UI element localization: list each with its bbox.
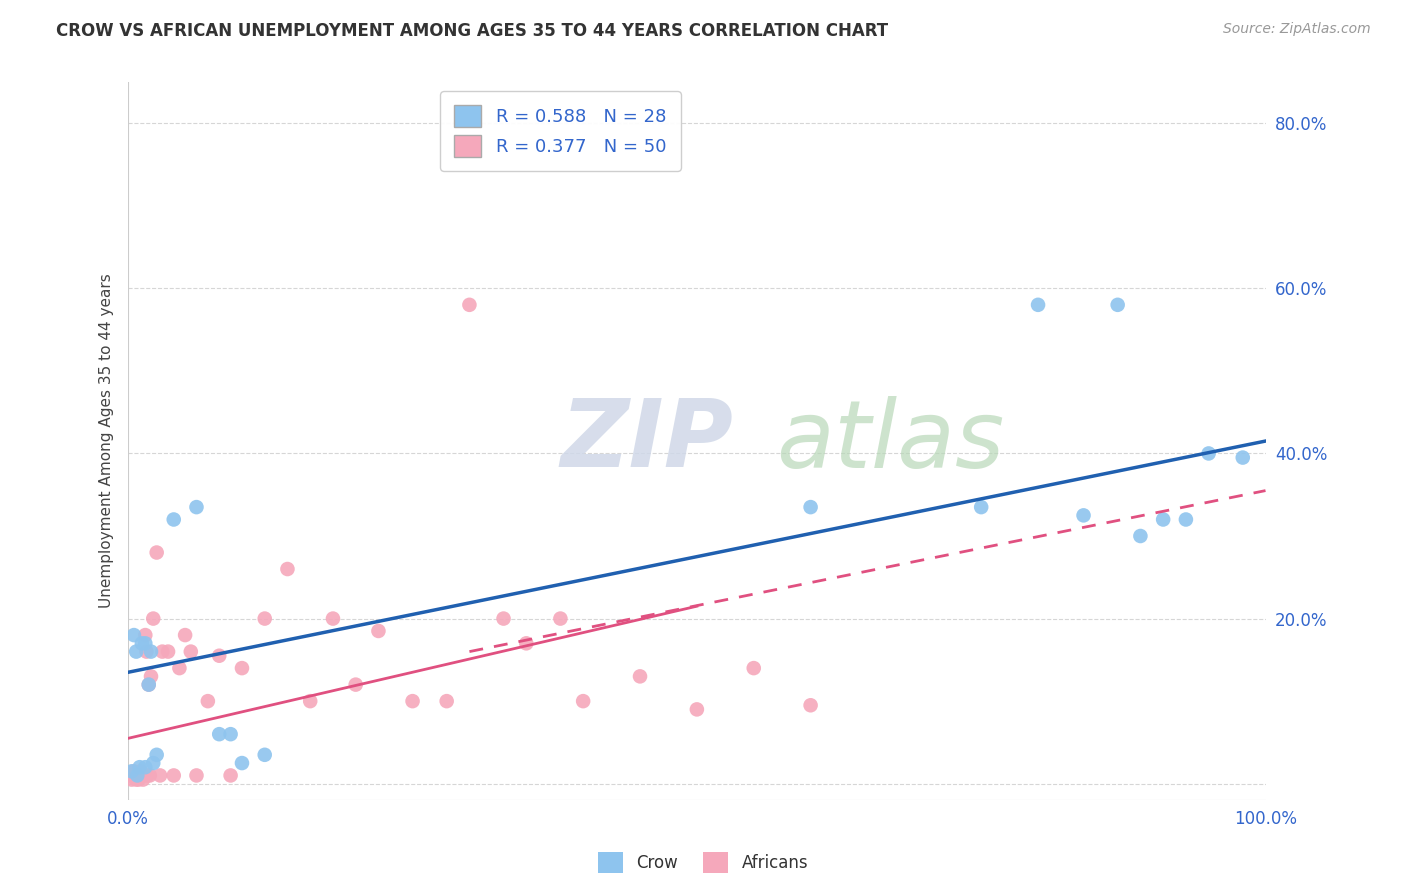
Point <box>135 644 157 658</box>
Point <box>163 768 186 782</box>
Point <box>136 768 159 782</box>
Point <box>1198 446 1220 460</box>
Point <box>134 628 156 642</box>
Point <box>458 298 481 312</box>
Point <box>129 764 152 779</box>
Y-axis label: Unemployment Among Ages 35 to 44 years: Unemployment Among Ages 35 to 44 years <box>100 274 114 608</box>
Point <box>742 661 765 675</box>
Point <box>142 756 165 770</box>
Point <box>1152 512 1174 526</box>
Point <box>970 500 993 515</box>
Point <box>572 694 595 708</box>
Point <box>138 678 160 692</box>
Point <box>139 644 162 658</box>
Point <box>800 500 823 515</box>
Point <box>139 768 162 782</box>
Point <box>299 694 322 708</box>
Point <box>208 727 231 741</box>
Point <box>145 747 167 762</box>
Text: atlas: atlas <box>776 395 1005 486</box>
Point <box>276 562 298 576</box>
Point <box>515 636 537 650</box>
Point <box>231 756 253 770</box>
Point <box>125 772 148 787</box>
Point <box>550 611 572 625</box>
Point <box>122 764 145 779</box>
Point <box>128 760 150 774</box>
Point <box>219 727 242 741</box>
Point <box>180 644 202 658</box>
Point <box>134 636 156 650</box>
Point <box>139 669 162 683</box>
Point <box>1107 298 1129 312</box>
Point <box>800 698 823 713</box>
Point <box>1174 512 1197 526</box>
Point <box>169 661 191 675</box>
Point <box>120 768 142 782</box>
Point <box>367 624 389 638</box>
Point <box>219 768 242 782</box>
Point <box>145 545 167 559</box>
Point <box>1073 508 1095 523</box>
Point <box>121 768 143 782</box>
Point <box>322 611 344 625</box>
Point <box>628 669 651 683</box>
Point <box>163 512 186 526</box>
Point <box>122 628 145 642</box>
Point <box>492 611 515 625</box>
Legend: Crow, Africans: Crow, Africans <box>592 846 814 880</box>
Point <box>231 661 253 675</box>
Point <box>128 768 150 782</box>
Point <box>401 694 423 708</box>
Point <box>121 764 143 779</box>
Point <box>186 768 208 782</box>
Point <box>150 644 173 658</box>
Point <box>197 694 219 708</box>
Point <box>174 628 197 642</box>
Point <box>125 644 148 658</box>
Point <box>121 772 143 787</box>
Point <box>124 768 146 782</box>
Point <box>1129 529 1152 543</box>
Point <box>131 636 153 650</box>
Point <box>134 768 156 782</box>
Point <box>186 500 208 515</box>
Point <box>142 611 165 625</box>
Legend: R = 0.588   N = 28, R = 0.377   N = 50: R = 0.588 N = 28, R = 0.377 N = 50 <box>440 91 681 171</box>
Point <box>686 702 709 716</box>
Point <box>134 760 156 774</box>
Text: CROW VS AFRICAN UNEMPLOYMENT AMONG AGES 35 TO 44 YEARS CORRELATION CHART: CROW VS AFRICAN UNEMPLOYMENT AMONG AGES … <box>56 22 889 40</box>
Point <box>253 747 276 762</box>
Point <box>157 644 180 658</box>
Point <box>127 768 149 782</box>
Point <box>131 768 153 782</box>
Point <box>1026 298 1049 312</box>
Point <box>208 648 231 663</box>
Text: ZIP: ZIP <box>561 395 734 487</box>
Point <box>132 772 155 787</box>
Point <box>436 694 458 708</box>
Point <box>127 772 149 787</box>
Point <box>149 768 172 782</box>
Point <box>138 678 160 692</box>
Point <box>127 768 149 782</box>
Point <box>344 678 367 692</box>
Point <box>1232 450 1254 465</box>
Point <box>253 611 276 625</box>
Text: Source: ZipAtlas.com: Source: ZipAtlas.com <box>1223 22 1371 37</box>
